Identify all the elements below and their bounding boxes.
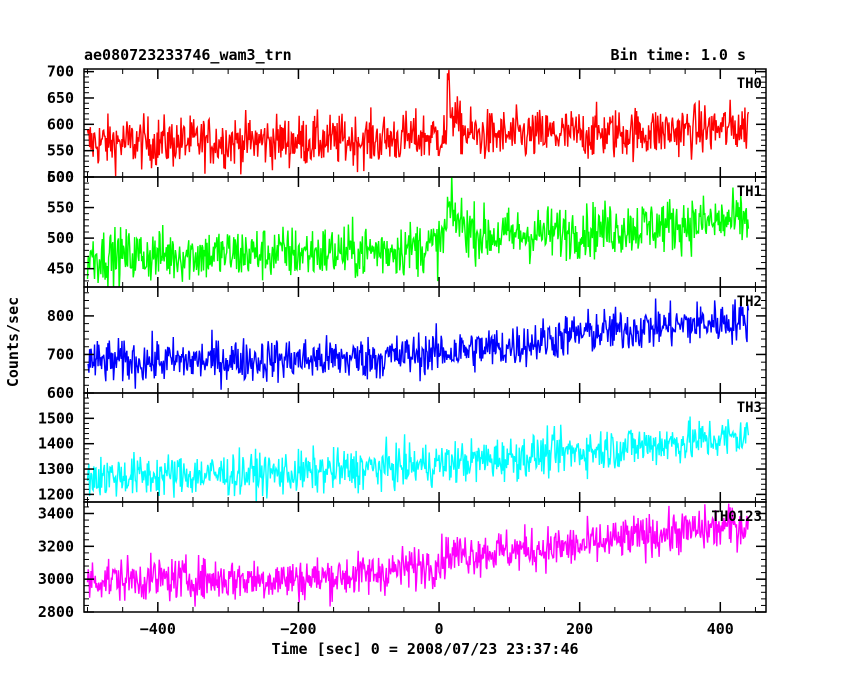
- y-tick-label: 800: [47, 307, 74, 325]
- panel-th3: 1200 1300 1400 1500 TH3: [38, 392, 767, 503]
- series-line-th1: [86, 177, 750, 287]
- series-line-th3: [86, 416, 750, 502]
- y-tick-label: 3000: [38, 570, 74, 588]
- panels-group: 500 550 600 650 700 TH0 450 500 550 600 TH1 600 700 8…: [38, 63, 767, 638]
- y-tick-label: 550: [47, 199, 74, 217]
- panel-th2: 600 700 800 TH2: [47, 286, 767, 402]
- x-tick-label: 0: [435, 620, 444, 638]
- panel-th1: 450 500 550 600 TH1: [47, 168, 767, 288]
- panel-frame: [83, 501, 767, 613]
- y-tick-label: 3200: [38, 537, 74, 555]
- y-tick-label: 2800: [38, 603, 74, 621]
- x-tick-label: 200: [566, 620, 593, 638]
- y-tick-label: 450: [47, 260, 74, 278]
- y-tick-label: 600: [47, 168, 74, 186]
- chart-title: ae080723233746_wam3_trn: [84, 46, 292, 64]
- y-axis-label: Counts/sec: [4, 297, 22, 387]
- y-tick-label: 1300: [38, 460, 74, 478]
- panel-label-th2: TH2: [737, 294, 762, 310]
- panel-frame: [83, 68, 767, 178]
- x-tick-label: 400: [707, 620, 734, 638]
- y-tick-label: 1500: [38, 409, 74, 427]
- x-tick-label: −200: [280, 620, 316, 638]
- x-axis-label: Time [sec] 0 = 2008/07/23 23:37:46: [271, 640, 578, 658]
- series-line-th2: [87, 298, 750, 390]
- y-tick-label: 500: [47, 168, 74, 186]
- y-tick-label: 600: [47, 384, 74, 402]
- y-tick-label: 1400: [38, 435, 74, 453]
- series-line-th0: [86, 69, 750, 176]
- y-tick-label: 700: [47, 345, 74, 363]
- x-tick-label: −400: [140, 620, 176, 638]
- y-tick-label: 3400: [38, 504, 74, 522]
- bin-time-label: Bin time: 1.0 s: [611, 46, 746, 64]
- y-tick-label: 600: [47, 115, 74, 133]
- y-tick-label: 700: [47, 63, 74, 81]
- panel-label-th0: TH0: [737, 76, 762, 92]
- panel-th0123: 2800 3000 3200 3400 TH0123: [38, 501, 767, 621]
- y-tick-label: 500: [47, 229, 74, 247]
- panel-label-th0123: TH0123: [711, 509, 762, 525]
- panel-label-th1: TH1: [737, 184, 762, 200]
- panel-label-th3: TH3: [737, 400, 762, 416]
- y-tick-label: 550: [47, 142, 74, 160]
- panel-th0: 500 550 600 650 700 TH0: [47, 63, 767, 186]
- y-tick-label: 1200: [38, 485, 74, 503]
- series-line-th0123: [86, 503, 750, 607]
- y-tick-label: 650: [47, 89, 74, 107]
